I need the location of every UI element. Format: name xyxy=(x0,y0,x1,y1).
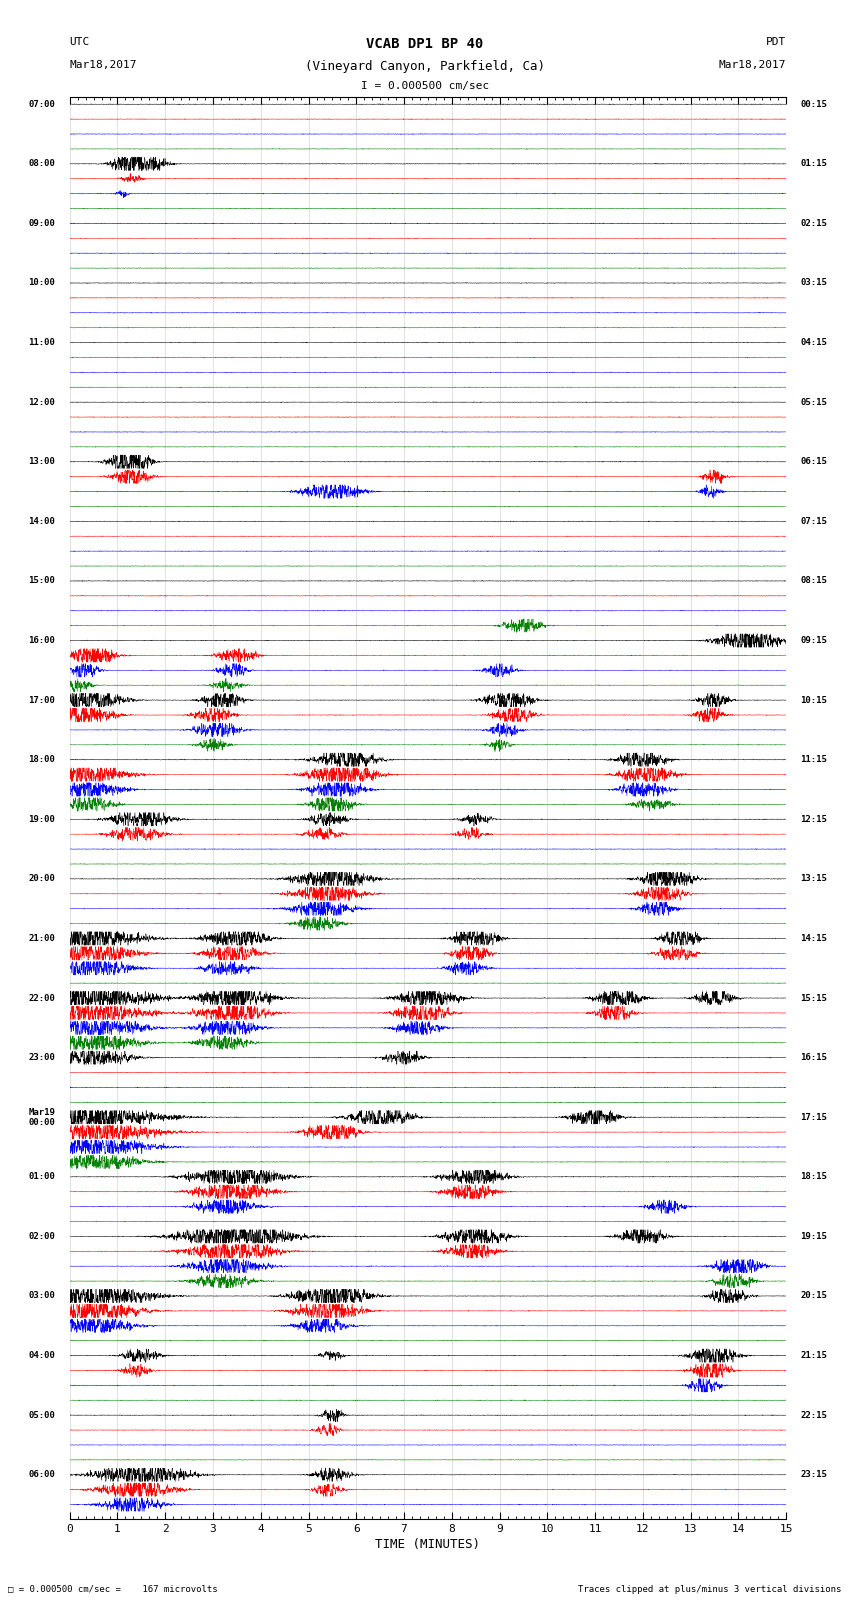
Text: 04:00: 04:00 xyxy=(29,1352,55,1360)
Text: 03:00: 03:00 xyxy=(29,1292,55,1300)
Text: 11:00: 11:00 xyxy=(29,339,55,347)
Text: 20:15: 20:15 xyxy=(801,1292,827,1300)
Text: 18:15: 18:15 xyxy=(801,1173,827,1181)
Text: 12:15: 12:15 xyxy=(801,815,827,824)
Text: 22:15: 22:15 xyxy=(801,1411,827,1419)
Text: I = 0.000500 cm/sec: I = 0.000500 cm/sec xyxy=(361,81,489,90)
Text: UTC: UTC xyxy=(70,37,90,47)
Text: □ = 0.000500 cm/sec =    167 microvolts: □ = 0.000500 cm/sec = 167 microvolts xyxy=(8,1584,218,1594)
Text: 11:15: 11:15 xyxy=(801,755,827,765)
Text: 23:00: 23:00 xyxy=(29,1053,55,1061)
Text: 08:00: 08:00 xyxy=(29,160,55,168)
Text: 17:00: 17:00 xyxy=(29,695,55,705)
Text: 12:00: 12:00 xyxy=(29,398,55,406)
Text: 17:15: 17:15 xyxy=(801,1113,827,1121)
Text: 21:15: 21:15 xyxy=(801,1352,827,1360)
Text: 13:00: 13:00 xyxy=(29,456,55,466)
Text: 02:15: 02:15 xyxy=(801,219,827,227)
X-axis label: TIME (MINUTES): TIME (MINUTES) xyxy=(376,1539,480,1552)
Text: 05:15: 05:15 xyxy=(801,398,827,406)
Text: 19:15: 19:15 xyxy=(801,1232,827,1240)
Text: 07:00: 07:00 xyxy=(29,100,55,108)
Text: 10:15: 10:15 xyxy=(801,695,827,705)
Text: 21:00: 21:00 xyxy=(29,934,55,944)
Text: Mar19
00:00: Mar19 00:00 xyxy=(29,1108,55,1127)
Text: (Vineyard Canyon, Parkfield, Ca): (Vineyard Canyon, Parkfield, Ca) xyxy=(305,60,545,73)
Text: 07:15: 07:15 xyxy=(801,516,827,526)
Text: Mar18,2017: Mar18,2017 xyxy=(70,60,137,69)
Text: 05:00: 05:00 xyxy=(29,1411,55,1419)
Text: 16:00: 16:00 xyxy=(29,636,55,645)
Text: 23:15: 23:15 xyxy=(801,1471,827,1479)
Text: 02:00: 02:00 xyxy=(29,1232,55,1240)
Text: 01:00: 01:00 xyxy=(29,1173,55,1181)
Text: PDT: PDT xyxy=(766,37,786,47)
Text: 03:15: 03:15 xyxy=(801,279,827,287)
Text: 13:15: 13:15 xyxy=(801,874,827,884)
Text: 19:00: 19:00 xyxy=(29,815,55,824)
Text: 09:15: 09:15 xyxy=(801,636,827,645)
Text: 09:00: 09:00 xyxy=(29,219,55,227)
Text: Traces clipped at plus/minus 3 vertical divisions: Traces clipped at plus/minus 3 vertical … xyxy=(578,1584,842,1594)
Text: 16:15: 16:15 xyxy=(801,1053,827,1061)
Text: 06:15: 06:15 xyxy=(801,456,827,466)
Text: 01:15: 01:15 xyxy=(801,160,827,168)
Text: 04:15: 04:15 xyxy=(801,339,827,347)
Text: 20:00: 20:00 xyxy=(29,874,55,884)
Text: 00:15: 00:15 xyxy=(801,100,827,108)
Text: 06:00: 06:00 xyxy=(29,1471,55,1479)
Text: 18:00: 18:00 xyxy=(29,755,55,765)
Text: 22:00: 22:00 xyxy=(29,994,55,1003)
Text: 14:15: 14:15 xyxy=(801,934,827,944)
Text: Mar18,2017: Mar18,2017 xyxy=(719,60,786,69)
Text: VCAB DP1 BP 40: VCAB DP1 BP 40 xyxy=(366,37,484,52)
Text: 10:00: 10:00 xyxy=(29,279,55,287)
Text: 15:15: 15:15 xyxy=(801,994,827,1003)
Text: 14:00: 14:00 xyxy=(29,516,55,526)
Text: 15:00: 15:00 xyxy=(29,576,55,586)
Text: 08:15: 08:15 xyxy=(801,576,827,586)
